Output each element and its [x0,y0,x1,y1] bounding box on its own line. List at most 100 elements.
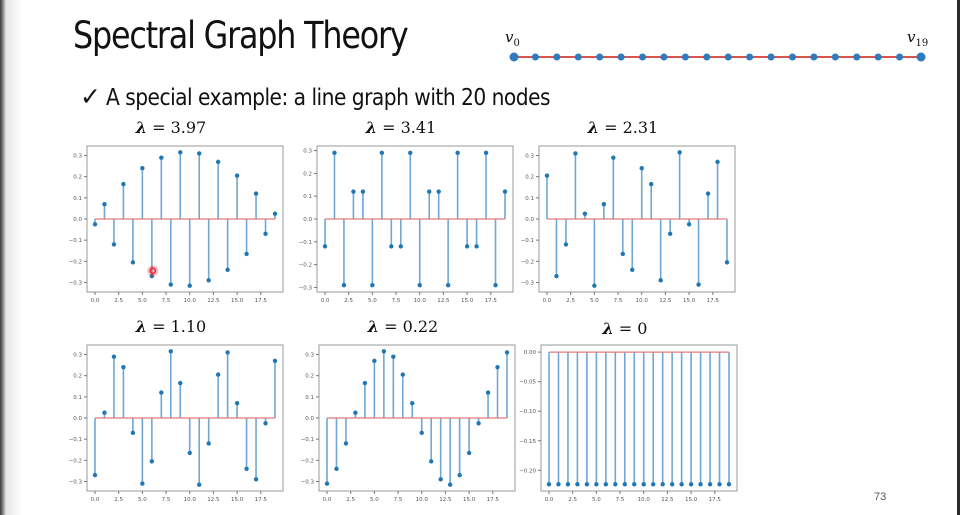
graph-node [788,53,796,61]
graph-node [746,53,754,61]
data-point [584,482,590,487]
data-point [168,349,173,354]
line-graph-nodes [509,52,926,62]
svg-text:−0.2: −0.2 [521,259,534,265]
data-point [159,155,164,160]
data-point [455,150,460,156]
svg-text:2.5: 2.5 [114,298,123,304]
data-point [324,481,330,486]
svg-text:7.5: 7.5 [394,497,403,503]
data-point [187,450,192,456]
svg-text:7.5: 7.5 [614,298,623,304]
graph-node [896,53,904,61]
svg-text:−0.2: −0.2 [299,263,312,269]
data-point [253,191,259,196]
graph-node [531,53,539,61]
data-point [92,472,98,478]
data-point [398,244,403,249]
svg-text:2.5: 2.5 [344,298,353,304]
data-point [493,282,498,288]
end-node-label: v19 [907,28,929,49]
data-point [667,231,673,237]
graph-node [853,53,861,61]
data-point [149,273,155,279]
data-point [669,482,675,487]
svg-text:−0.1: −0.1 [299,240,312,246]
data-point [332,150,337,156]
svg-text:0.3: 0.3 [73,154,82,160]
plot-title: λ = 1.10 [135,317,207,336]
slide-title: Spectral Graph Theory [73,14,409,57]
svg-text:0.0: 0.0 [321,298,330,304]
svg-text:10.0: 10.0 [638,497,651,503]
data-point [495,365,500,370]
data-point [660,482,665,487]
svg-text:15.0: 15.0 [461,298,474,304]
svg-text:0.0: 0.0 [91,298,100,304]
data-point [111,354,117,359]
data-point [370,282,375,288]
data-point [698,482,703,487]
data-point [438,477,443,482]
data-point [379,150,385,156]
svg-text:0.0: 0.0 [323,497,332,503]
data-point [419,430,424,436]
data-point [582,211,588,216]
svg-text:2.5: 2.5 [566,298,575,304]
data-point [707,482,713,487]
svg-text:0.3: 0.3 [525,154,534,160]
data-point [544,173,550,178]
data-point [429,459,434,464]
svg-text:12.5: 12.5 [207,298,220,304]
data-point [705,191,711,196]
data-point [715,159,720,165]
data-point [149,459,155,464]
svg-text:2.5: 2.5 [114,497,123,503]
data-point [696,282,701,287]
data-point [187,283,192,288]
svg-text:10.0: 10.0 [416,497,429,503]
data-point [391,354,396,359]
data-point [679,482,684,487]
stem-plot: 0.00 −0.05 −0.10 −0.15 −0.20 0.0 2.5 5.0 7.5 10.0… [519,344,738,503]
data-point [343,441,349,446]
svg-text:−0.2: −0.2 [69,259,82,265]
data-point [272,358,278,364]
svg-text:0.0: 0.0 [73,416,82,422]
data-point [726,482,732,487]
start-node-label: v0 [505,28,520,49]
window-left-edge [0,0,22,515]
svg-text:10.0: 10.0 [414,298,427,304]
stem-plot: 0.3 0.2 0.1 0.0 −0.1 −0.2 −0.3 0.0 2.5 5.0 7.5 10.0… [69,145,284,304]
data-point [601,201,607,207]
svg-text:15.0: 15.0 [683,298,696,304]
svg-text:0.1: 0.1 [73,395,82,401]
plot-title: λ = 0 [602,319,648,338]
svg-text:−0.1: −0.1 [69,437,82,443]
svg-text:0.2: 0.2 [303,171,312,177]
data-point [436,189,441,194]
graph-node [574,53,582,61]
data-point [603,482,609,487]
svg-text:7.5: 7.5 [162,298,171,304]
graph-node [831,53,839,61]
svg-text:7.5: 7.5 [162,497,171,503]
data-point [457,472,462,478]
data-point [485,390,491,395]
data-point [474,244,479,249]
svg-text:−0.15: −0.15 [519,439,536,445]
data-point [417,282,422,288]
svg-text:12.5: 12.5 [659,298,672,304]
svg-text:15.0: 15.0 [231,497,244,503]
data-point [556,482,561,487]
data-point [686,222,692,227]
data-point [504,350,510,355]
svg-text:2.5: 2.5 [346,497,355,503]
data-point [658,278,663,283]
data-point [362,380,368,386]
data-point [168,282,173,287]
data-point [502,189,508,194]
svg-text:12.5: 12.5 [207,497,220,503]
svg-text:5.0: 5.0 [368,298,377,304]
svg-text:−0.2: −0.2 [69,458,82,464]
